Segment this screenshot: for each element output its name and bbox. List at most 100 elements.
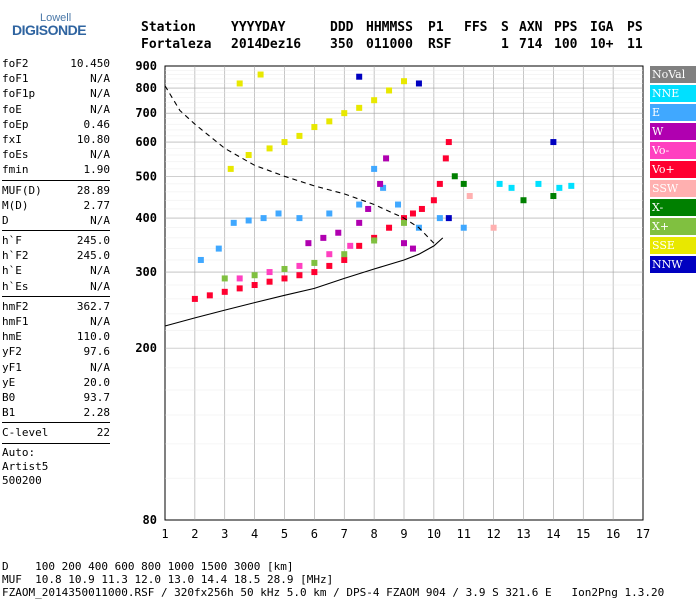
echo-point (460, 180, 467, 187)
legend-item-sse: SSE (650, 237, 696, 254)
param-row: h`F 245.0 (2, 233, 110, 248)
legend-item-noval: NoVal (650, 66, 696, 83)
header-label: P1 (428, 20, 444, 35)
echo-point (356, 219, 363, 226)
echo-point (550, 193, 557, 200)
echo-point (296, 132, 303, 139)
param-value: 362.7 (76, 299, 110, 313)
panel-divider (2, 230, 110, 232)
param-row: h`F2 245.0 (2, 248, 110, 263)
echo-point (401, 219, 407, 226)
param-value: 245.0 (76, 234, 110, 248)
legend-item-w: W (650, 123, 696, 140)
x-tick-label: 11 (457, 527, 471, 541)
echo-point (266, 278, 273, 285)
echo-point (460, 224, 467, 231)
header-label: DAY (262, 20, 286, 35)
param-value: N/A (90, 360, 110, 374)
param-row: h`E N/A (2, 263, 110, 278)
param-key: M(D) (2, 198, 29, 212)
panel-divider (2, 422, 110, 424)
echo-point (326, 118, 333, 125)
series-nne (496, 180, 575, 191)
param-row: C-level 22 (2, 425, 110, 440)
x-tick-label: 14 (546, 527, 560, 541)
header-label: IGA (590, 20, 614, 35)
header-label: Station (141, 20, 196, 35)
param-value: 0.46 (83, 117, 111, 131)
echo-point (442, 155, 449, 162)
echo-point (356, 73, 363, 80)
param-value: 10.80 (76, 132, 110, 146)
param-key: D (2, 213, 9, 227)
x-tick-label: 15 (576, 527, 590, 541)
echo-point (221, 288, 228, 295)
param-row: hmE 110.0 (2, 329, 110, 344)
param-key: foF1 (2, 72, 29, 86)
series-ssw (466, 193, 497, 231)
x-tick-label: 17 (636, 527, 650, 541)
footer-value: 400 (88, 560, 108, 573)
footer-value: 1000 (167, 560, 195, 573)
echo-point (550, 139, 557, 146)
param-value: N/A (90, 102, 110, 116)
echo-point (245, 151, 252, 158)
param-value: 28.89 (76, 183, 110, 197)
param-row: foEs N/A (2, 147, 110, 162)
y-tick-label: 200 (135, 341, 157, 355)
x-tick-label: 5 (281, 527, 288, 541)
echo-point (386, 87, 393, 94)
echo-point (281, 275, 288, 282)
legend-item-e: E (650, 104, 696, 121)
param-key: foEp (2, 117, 29, 131)
param-key: hmF1 (2, 315, 29, 328)
series-vo (191, 139, 452, 302)
footer-unit: [MHz] (300, 573, 334, 586)
param-key: yF1 (2, 360, 22, 374)
legend-item-x: X- (650, 199, 696, 216)
direction-legend: NoVal NNE E W Vo- Vo+ SSW X- X+ SSE NNW (650, 66, 696, 275)
echo-point (221, 275, 228, 282)
param-key: fmin (2, 163, 29, 177)
footer-muf-row: MUF 10.8 10.9 11.3 12.0 13.0 14.4 18.5 2… (2, 573, 333, 586)
param-key: MUF(D) (2, 183, 42, 197)
echo-point (466, 193, 473, 200)
echo-point (296, 272, 303, 279)
param-value: 2.28 (83, 406, 111, 420)
param-key: h`F (2, 234, 22, 248)
x-tick-label: 13 (516, 527, 530, 541)
param-key: h`F2 (2, 249, 29, 263)
echo-point (296, 215, 303, 222)
header-value: 100 (554, 37, 578, 52)
echo-point (296, 262, 303, 269)
param-row: foEp 0.46 (2, 117, 110, 132)
param-row: MUF(D) 28.89 (2, 183, 110, 198)
param-key: fxI (2, 132, 22, 146)
echo-point (356, 242, 363, 249)
echo-point (395, 201, 402, 208)
echo-point (257, 71, 264, 78)
echo-point (236, 285, 243, 292)
param-value: 110.0 (76, 330, 110, 344)
echo-point (377, 180, 384, 187)
echo-point (281, 139, 288, 146)
echo-point (365, 205, 372, 212)
footer-value: 28.9 (267, 573, 294, 586)
echo-point (496, 180, 503, 187)
header-label: FFS (464, 20, 488, 35)
param-value: 93.7 (83, 390, 111, 404)
echo-point (371, 165, 378, 172)
header-label: AXN (519, 20, 543, 35)
y-tick-label: 900 (135, 59, 157, 73)
echo-point (326, 251, 333, 258)
param-row: foF2 10.450 (2, 56, 110, 71)
param-key: yF2 (2, 345, 22, 359)
echo-point (568, 182, 575, 189)
footer-value: 18.5 (233, 573, 261, 586)
echo-point (311, 124, 318, 131)
echo-point (215, 245, 222, 252)
footer-value: 600 (114, 560, 135, 573)
series-sse (227, 71, 407, 172)
echo-point (415, 80, 422, 87)
